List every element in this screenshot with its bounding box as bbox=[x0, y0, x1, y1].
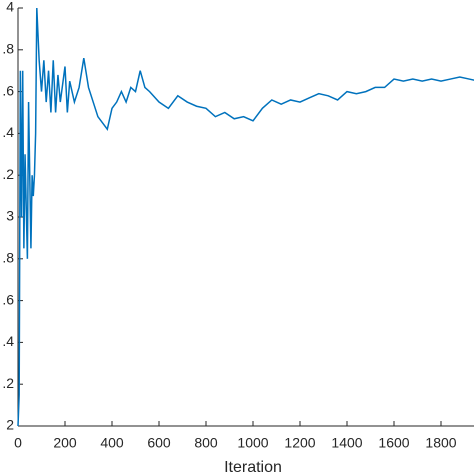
y-tick-label: 4 bbox=[6, 0, 14, 15]
y-tick-label: .6 bbox=[2, 291, 14, 307]
y-tick-label: .8 bbox=[2, 41, 14, 57]
y-tick-label: .6 bbox=[2, 82, 14, 98]
x-tick-label: 1400 bbox=[331, 435, 362, 451]
data-line bbox=[17, 7, 474, 427]
x-tick-label: 1000 bbox=[237, 435, 268, 451]
x-tick-label: 1800 bbox=[425, 435, 456, 451]
y-tick-label: .4 bbox=[2, 124, 14, 140]
y-tick-label: 3 bbox=[6, 208, 14, 224]
x-axis-label: Iteration bbox=[224, 459, 282, 474]
x-tick-label: 200 bbox=[53, 435, 77, 451]
x-tick-label: 1200 bbox=[284, 435, 315, 451]
x-tick-label: 1600 bbox=[378, 435, 409, 451]
y-tick-label: .8 bbox=[2, 250, 14, 266]
y-tick-label: .2 bbox=[2, 166, 14, 182]
y-tick-label: .2 bbox=[2, 375, 14, 391]
x-tick-label: 800 bbox=[194, 435, 218, 451]
x-tick-label: 600 bbox=[147, 435, 171, 451]
x-tick-label: 0 bbox=[14, 435, 22, 451]
y-tick-label: 2 bbox=[6, 417, 14, 433]
x-tick-label: 400 bbox=[100, 435, 124, 451]
y-tick-label: .4 bbox=[2, 333, 14, 349]
